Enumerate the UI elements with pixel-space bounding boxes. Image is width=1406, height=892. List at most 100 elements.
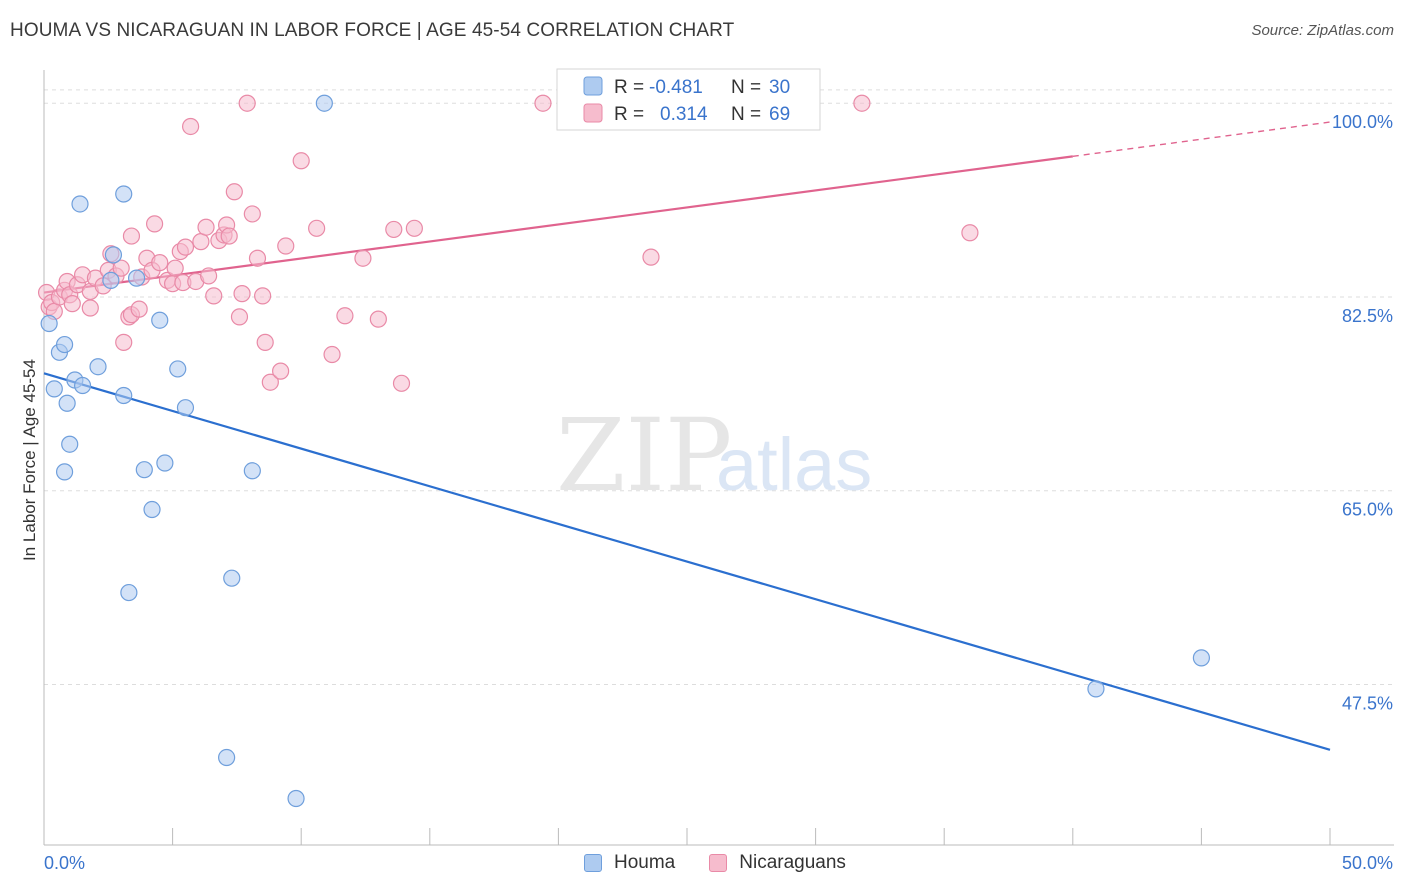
legend-n-label-nicaraguans: N = [731, 104, 761, 125]
legend-r-label-houma: R = [614, 77, 644, 98]
houma-point [156, 454, 174, 472]
legend-swatch-nicaraguans-bottom [709, 854, 728, 872]
correlation-legend: R = -0.481 N = 30 R = 0.314 N = 69 [556, 68, 821, 131]
axes [43, 70, 1394, 846]
nicaraguan-point [151, 254, 169, 272]
nicaraguan-point [354, 249, 372, 267]
legend-swatch-houma [583, 76, 603, 96]
x-tick-label-max: 50.0% [1342, 853, 1393, 873]
legend-n-value-houma: 30 [769, 77, 790, 98]
nicaraguan-point [230, 308, 249, 326]
legend-label-nicaraguans: Nicaraguans [739, 852, 846, 873]
nicaraguan-point [392, 374, 411, 392]
nicaraguan-point [220, 227, 238, 245]
y-tick-label: 47.5% [1342, 693, 1393, 713]
houma-point [58, 394, 76, 412]
nicaraguan-point [292, 152, 310, 170]
nicaraguan-trend-extension [1072, 121, 1331, 158]
chart-title: HOUMA VS NICARAGUAN IN LABOR FORCE | AGE… [10, 20, 735, 41]
nicaraguan-point [254, 287, 272, 305]
houma-point [115, 386, 133, 405]
houma-point [73, 376, 92, 395]
nicaraguan-point [182, 117, 200, 136]
houma-point [61, 435, 79, 453]
x-tick-label-min: 0.0% [44, 853, 85, 873]
houma-point [243, 462, 261, 480]
houma-point [71, 195, 89, 213]
houma-point [287, 789, 305, 808]
nicaraguan-point [277, 237, 295, 255]
watermark: ZIP atlas [556, 397, 872, 514]
tick-labels: 47.5% 65.0% 82.5% 100.0% 0.0% 50.0% [44, 112, 1393, 873]
legend-r-label-nicaraguans: R = [614, 104, 644, 125]
houma-point [176, 399, 195, 417]
nicaraguan-point [122, 227, 141, 245]
houma-point [104, 246, 123, 264]
nicaraguan-point [405, 219, 423, 237]
nicaraguan-point [63, 295, 81, 313]
houma-point [115, 185, 133, 203]
legend-r-value-nicaraguans: 0.314 [660, 104, 708, 125]
houma-point [55, 463, 74, 481]
houma-point [120, 583, 138, 602]
nicaraguan-point [145, 215, 164, 233]
nicaraguan-point [308, 219, 326, 237]
nicaraguan-point [176, 238, 195, 256]
nicaraguan-point [243, 205, 261, 223]
nicaraguan-point [112, 259, 130, 277]
houma-point [218, 748, 236, 767]
nicaraguan-point [205, 287, 223, 305]
nicaraguan-point [233, 285, 251, 303]
nicaraguan-point [261, 373, 279, 391]
houma-point [169, 360, 187, 378]
legend-swatch-houma-bottom [584, 854, 602, 872]
source-label: Source: ZipAtlas.com [1251, 22, 1394, 39]
nicaraguan-point [256, 333, 274, 351]
nicaraguan-point [130, 300, 148, 318]
houma-point [151, 311, 169, 329]
y-tick-label: 100.0% [1332, 112, 1393, 132]
nicaraguan-point [200, 267, 218, 285]
houma-point [135, 461, 153, 479]
nicaraguan-point [238, 94, 256, 112]
legend-item-nicaraguans[interactable]: Nicaraguans [709, 852, 846, 874]
houma-point [315, 94, 333, 112]
y-tick-label: 65.0% [1342, 500, 1393, 520]
y-tick-label: 82.5% [1342, 306, 1393, 326]
trend-lines [43, 121, 1331, 751]
legend-swatch-nicaraguans [583, 103, 603, 123]
legend-label-houma: Houma [614, 852, 676, 873]
nicaraguan-point [642, 248, 660, 266]
nicaraguan-point [225, 183, 243, 201]
houma-point [127, 269, 146, 287]
houma-point [1087, 680, 1105, 698]
houma-point [102, 271, 120, 289]
watermark-zip: ZIP [556, 397, 732, 514]
legend-n-value-nicaraguans: 69 [769, 104, 790, 125]
series-legend: Houma Nicaraguans [584, 852, 880, 874]
legend-r-value-houma: -0.481 [649, 77, 703, 98]
watermark-atlas: atlas [716, 423, 872, 506]
nicaraguan-point [192, 233, 210, 251]
houma-point [55, 335, 74, 354]
houma-trend-line [43, 372, 1331, 751]
nicaraguan-point [248, 249, 267, 267]
houma-point [223, 569, 241, 587]
data-points [37, 94, 1211, 808]
houma-point [45, 380, 63, 398]
nicaraguan-point [961, 224, 979, 242]
houma-point [143, 500, 161, 519]
nicaraguan-point [853, 94, 871, 112]
nicaraguan-point [385, 220, 403, 239]
nicaraguan-point [323, 345, 341, 364]
nicaraguan-trend-line [43, 155, 1073, 294]
nicaraguan-point [197, 218, 215, 236]
nicaraguan-point [534, 94, 552, 112]
nicaraguan-point [369, 310, 387, 328]
legend-item-houma[interactable]: Houma [584, 852, 675, 874]
nicaraguan-point [81, 299, 99, 317]
houma-point [1192, 649, 1211, 667]
nicaraguan-point [166, 259, 184, 277]
houma-point [89, 358, 107, 376]
nicaraguan-point [272, 362, 290, 380]
